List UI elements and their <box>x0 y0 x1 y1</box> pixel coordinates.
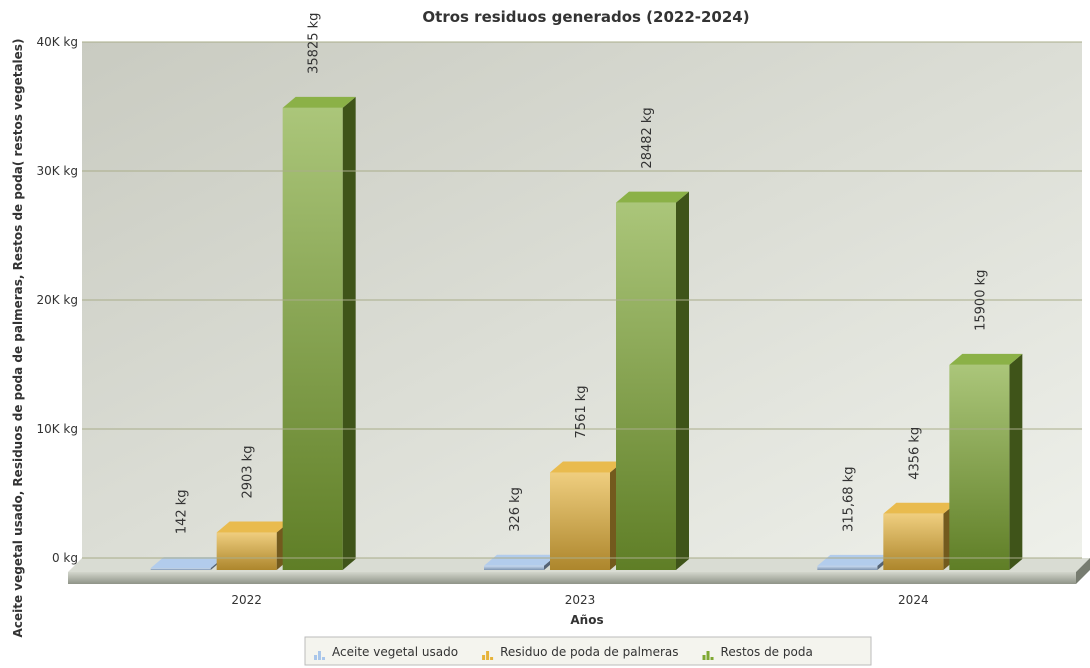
bar-side <box>676 191 689 570</box>
x-tick-label: 2024 <box>898 593 929 607</box>
bar-top <box>550 461 623 473</box>
floor-front <box>68 572 1076 584</box>
legend-item: Restos de poda <box>702 645 813 660</box>
floor-side <box>1076 558 1090 584</box>
bar <box>282 107 343 571</box>
legend-box <box>304 636 872 666</box>
value-label: 326 kg <box>508 487 523 532</box>
legend-label: Residuo de poda de palmeras <box>500 645 678 659</box>
value-label: 2903 kg <box>241 446 256 499</box>
bar <box>817 565 878 570</box>
y-tick-label: 40K kg <box>36 35 78 49</box>
value-label: 4356 kg <box>907 427 922 480</box>
bar <box>949 364 1010 570</box>
value-label: 35825 kg <box>307 13 322 74</box>
legend-swatch <box>710 657 714 660</box>
bar-top <box>150 557 224 569</box>
y-axis-title: Aceite vegetal usado, Residuos de poda d… <box>11 39 25 638</box>
legend-swatch <box>482 655 486 660</box>
marks <box>150 96 1023 571</box>
x-axis-title: Años <box>570 613 603 627</box>
y-tick-label: 0 kg <box>52 551 78 565</box>
bar-top <box>883 502 957 514</box>
bar <box>484 565 544 570</box>
y-tick-label: 10K kg <box>36 422 78 436</box>
bar <box>616 202 676 570</box>
legend-swatch <box>490 657 494 660</box>
bar-side <box>342 96 356 571</box>
x-tick-label: 2023 <box>565 593 596 607</box>
bar <box>216 532 277 570</box>
bar-side <box>1009 353 1023 570</box>
legend-swatch <box>486 651 490 660</box>
bar <box>550 472 610 570</box>
legend-label: Restos de poda <box>721 645 813 659</box>
x-tick-label: 2022 <box>231 593 262 607</box>
legend-swatch <box>322 657 325 660</box>
legend-label: Aceite vegetal usado <box>332 645 458 659</box>
bar-top <box>949 353 1023 365</box>
value-label: 142 kg <box>175 489 190 534</box>
legend-swatch <box>318 651 321 660</box>
bar-top <box>282 96 356 108</box>
y-tick-label: 20K kg <box>36 293 78 307</box>
value-label: 15900 kg <box>973 270 988 331</box>
value-label: 28482 kg <box>640 107 655 168</box>
chart-title: Otros residuos generados (2022-2024) <box>422 8 749 26</box>
legend-swatch <box>706 651 710 660</box>
bar <box>883 513 944 570</box>
legend-swatch <box>314 655 317 660</box>
bar-top <box>616 191 689 203</box>
legend-swatch <box>702 655 706 660</box>
y-tick-label: 30K kg <box>36 164 78 178</box>
legend-item: Residuo de poda de palmeras <box>482 645 679 660</box>
bar-top <box>216 521 290 533</box>
value-label: 7561 kg <box>574 385 589 438</box>
legend-item: Aceite vegetal usado <box>314 645 458 660</box>
value-label: 315,68 kg <box>841 467 856 532</box>
bar <box>150 568 211 570</box>
